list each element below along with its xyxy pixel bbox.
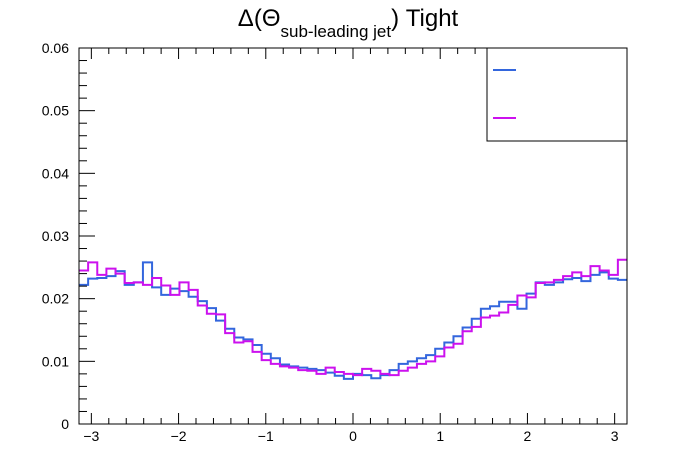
chart-title-subscript: sub-leading jet: [281, 22, 392, 41]
chart-title-suffix: ) Tight: [391, 5, 458, 32]
series-layer: [79, 258, 627, 380]
y-tick-label: 0.05: [42, 103, 69, 119]
y-tick-label: 0.06: [42, 40, 69, 56]
y-tick-label: 0: [61, 416, 69, 432]
series-2-line: [79, 258, 627, 377]
legend-box: [486, 47, 628, 142]
x-tick-label: −3: [83, 428, 99, 444]
plot-frame: [78, 47, 628, 425]
y-tick-label: 0.01: [42, 353, 69, 369]
legend: [486, 47, 628, 142]
x-tick-label: −2: [171, 428, 187, 444]
y-tick-label: 0.04: [42, 165, 69, 181]
x-tick-label: −1: [258, 428, 274, 444]
x-tick-label: 3: [611, 428, 619, 444]
y-tick-label: 0.03: [42, 228, 69, 244]
y-axis: 0 0.01 0.02 0.03 0.04 0.05 0.06: [42, 40, 95, 432]
x-tick-label: 1: [436, 428, 444, 444]
chart-title-prefix: Δ(Θ: [238, 5, 281, 32]
chart-title: Δ(Θsub-leading jet) Tight: [238, 5, 459, 41]
x-tick-label: 0: [349, 428, 357, 444]
x-tick-label: 2: [524, 428, 532, 444]
y-tick-label: 0.02: [42, 291, 69, 307]
